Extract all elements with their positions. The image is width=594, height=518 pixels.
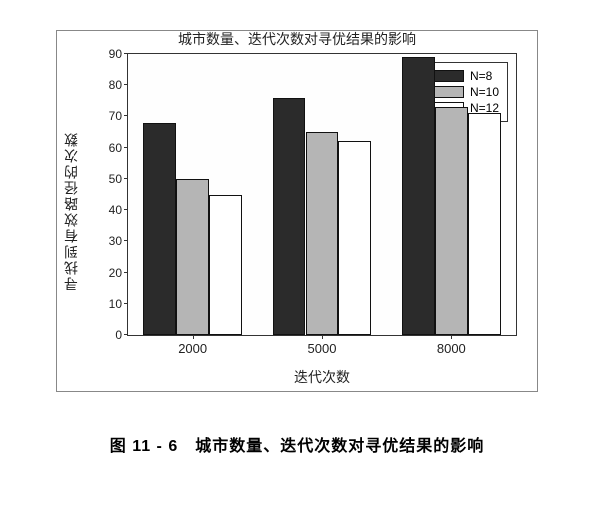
y-tick-mark [124,303,128,304]
bar [338,141,371,335]
x-tick-mark [451,335,452,339]
bar [273,98,306,335]
legend-item: N=10 [434,85,499,99]
y-tick-label: 50 [109,172,128,186]
y-tick-mark [124,334,128,335]
bar [143,123,176,335]
y-tick-mark [124,84,128,85]
y-tick-label: 20 [109,266,128,280]
x-tick-mark [322,335,323,339]
legend-swatch [434,70,464,82]
legend-label: N=8 [470,69,492,83]
y-tick-mark [124,53,128,54]
y-tick-mark [124,178,128,179]
y-tick-mark [124,209,128,210]
bar [209,195,242,336]
y-tick-label: 90 [109,47,128,61]
chart-title: 城市数量、迭代次数对寻优结果的影响 [57,29,537,49]
y-tick-label: 40 [109,203,128,217]
y-tick-label: 0 [115,328,128,342]
bar [435,107,468,335]
bar [468,113,501,335]
y-tick-label: 80 [109,78,128,92]
y-tick-label: 30 [109,234,128,248]
y-axis-label: 寻找到有效路径的次数 [61,131,81,291]
bar [402,57,435,335]
y-tick-mark [124,272,128,273]
chart-container: 城市数量、迭代次数对寻优结果的影响 寻找到有效路径的次数 N=8N=10N=12… [56,30,538,392]
y-tick-mark [124,115,128,116]
bar [306,132,339,335]
y-tick-label: 70 [109,109,128,123]
figure-caption: 图 11 - 6 城市数量、迭代次数对寻优结果的影响 [20,432,574,456]
bar [176,179,209,335]
y-tick-mark [124,240,128,241]
y-tick-label: 10 [109,297,128,311]
x-axis-label: 迭代次数 [127,367,517,387]
legend-item: N=8 [434,69,499,83]
plot-area: N=8N=10N=12 0102030405060708090200050008… [127,53,517,336]
y-tick-label: 60 [109,141,128,155]
x-tick-mark [193,335,194,339]
legend-label: N=10 [470,85,499,99]
legend-swatch [434,86,464,98]
y-tick-mark [124,147,128,148]
